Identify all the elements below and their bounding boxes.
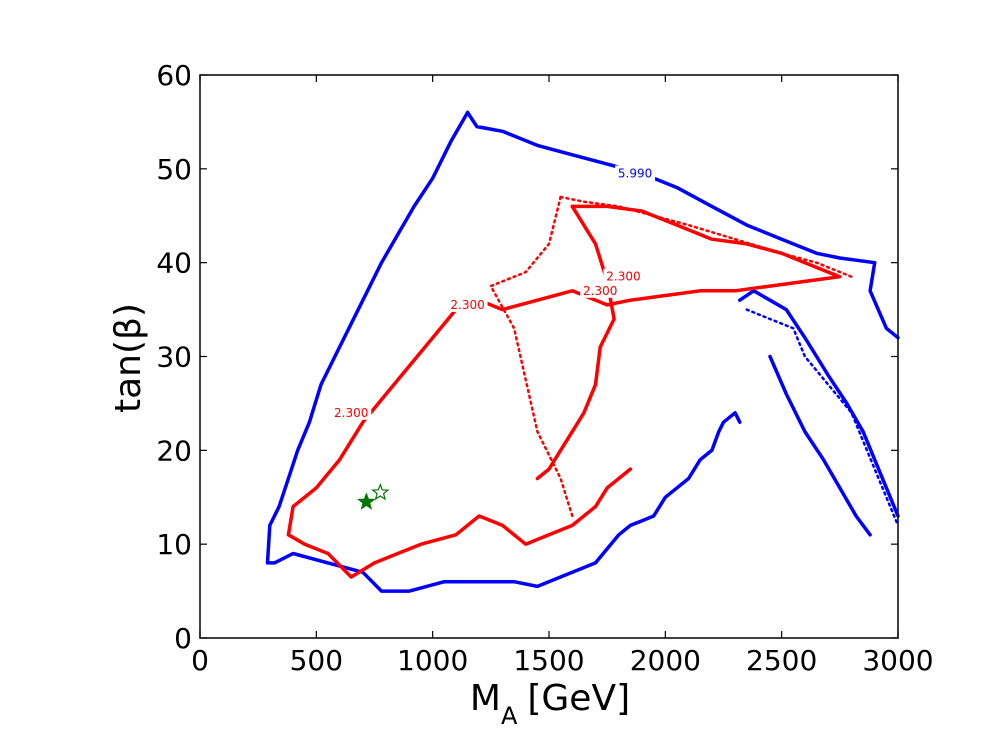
- open-star-marker: [371, 482, 390, 501]
- contour-label-bg: [615, 165, 656, 181]
- y-tick-label: 50: [156, 153, 192, 186]
- contour-label-4: 2.300: [606, 270, 640, 284]
- x-tick-label: 2500: [746, 644, 817, 677]
- filled-star-marker: [357, 492, 376, 510]
- y-axis-label: tan(β): [108, 303, 149, 413]
- y-tick-label: 60: [156, 59, 192, 92]
- x-tick-label: 500: [290, 644, 343, 677]
- contour-label-1: 5.990: [618, 167, 652, 181]
- contour-red-dotted-8: [559, 195, 853, 278]
- contour-red-solid-6: [286, 204, 842, 579]
- y-tick-label: 10: [156, 528, 192, 561]
- contour-label-2: 2.300: [450, 298, 484, 312]
- x-tick-label: 3000: [862, 644, 933, 677]
- x-axis-label-sub: A: [501, 702, 518, 730]
- contour-label-3: 2.300: [583, 284, 617, 298]
- contour-blue-dotted-4: [745, 308, 900, 527]
- x-tick-label: 2000: [630, 644, 701, 677]
- x-axis-label-unit: [GeV]: [527, 678, 630, 719]
- plot-background: [200, 75, 898, 638]
- contour-blue-solid-3: [738, 289, 900, 518]
- contour-label-5: 2.300: [334, 406, 368, 420]
- contour-label-bg: [331, 404, 372, 420]
- x-axis-label-main: M: [470, 678, 501, 719]
- contour-blue-solid-5: [768, 354, 872, 537]
- contour-label-bg: [603, 268, 644, 284]
- plot-area: [200, 75, 898, 638]
- contour-blue-solid-1: [465, 110, 900, 340]
- contour-red-dotted-9: [489, 195, 574, 518]
- y-tick-label: 30: [156, 341, 192, 374]
- y-tick-label: 0: [174, 622, 192, 655]
- contour-red-solid-7: [535, 204, 616, 481]
- marker-layer: [357, 482, 390, 510]
- x-tick-label: 1000: [397, 644, 468, 677]
- y-tick-label: 20: [156, 434, 192, 467]
- contour-label-bg: [447, 296, 488, 312]
- x-tick-label: 0: [191, 644, 209, 677]
- axes-layer: 0 500 1000 1500 2000 2500 3000 0 10 20 30 40 50 60: [156, 59, 933, 677]
- series-layer: [265, 110, 900, 593]
- y-tick-label: 40: [156, 247, 192, 280]
- x-axis-label: MA [GeV]: [470, 678, 630, 730]
- x-tick-label: 1500: [513, 644, 584, 677]
- contour-blue-solid-2: [265, 110, 742, 593]
- contour-label-bg: [580, 282, 621, 298]
